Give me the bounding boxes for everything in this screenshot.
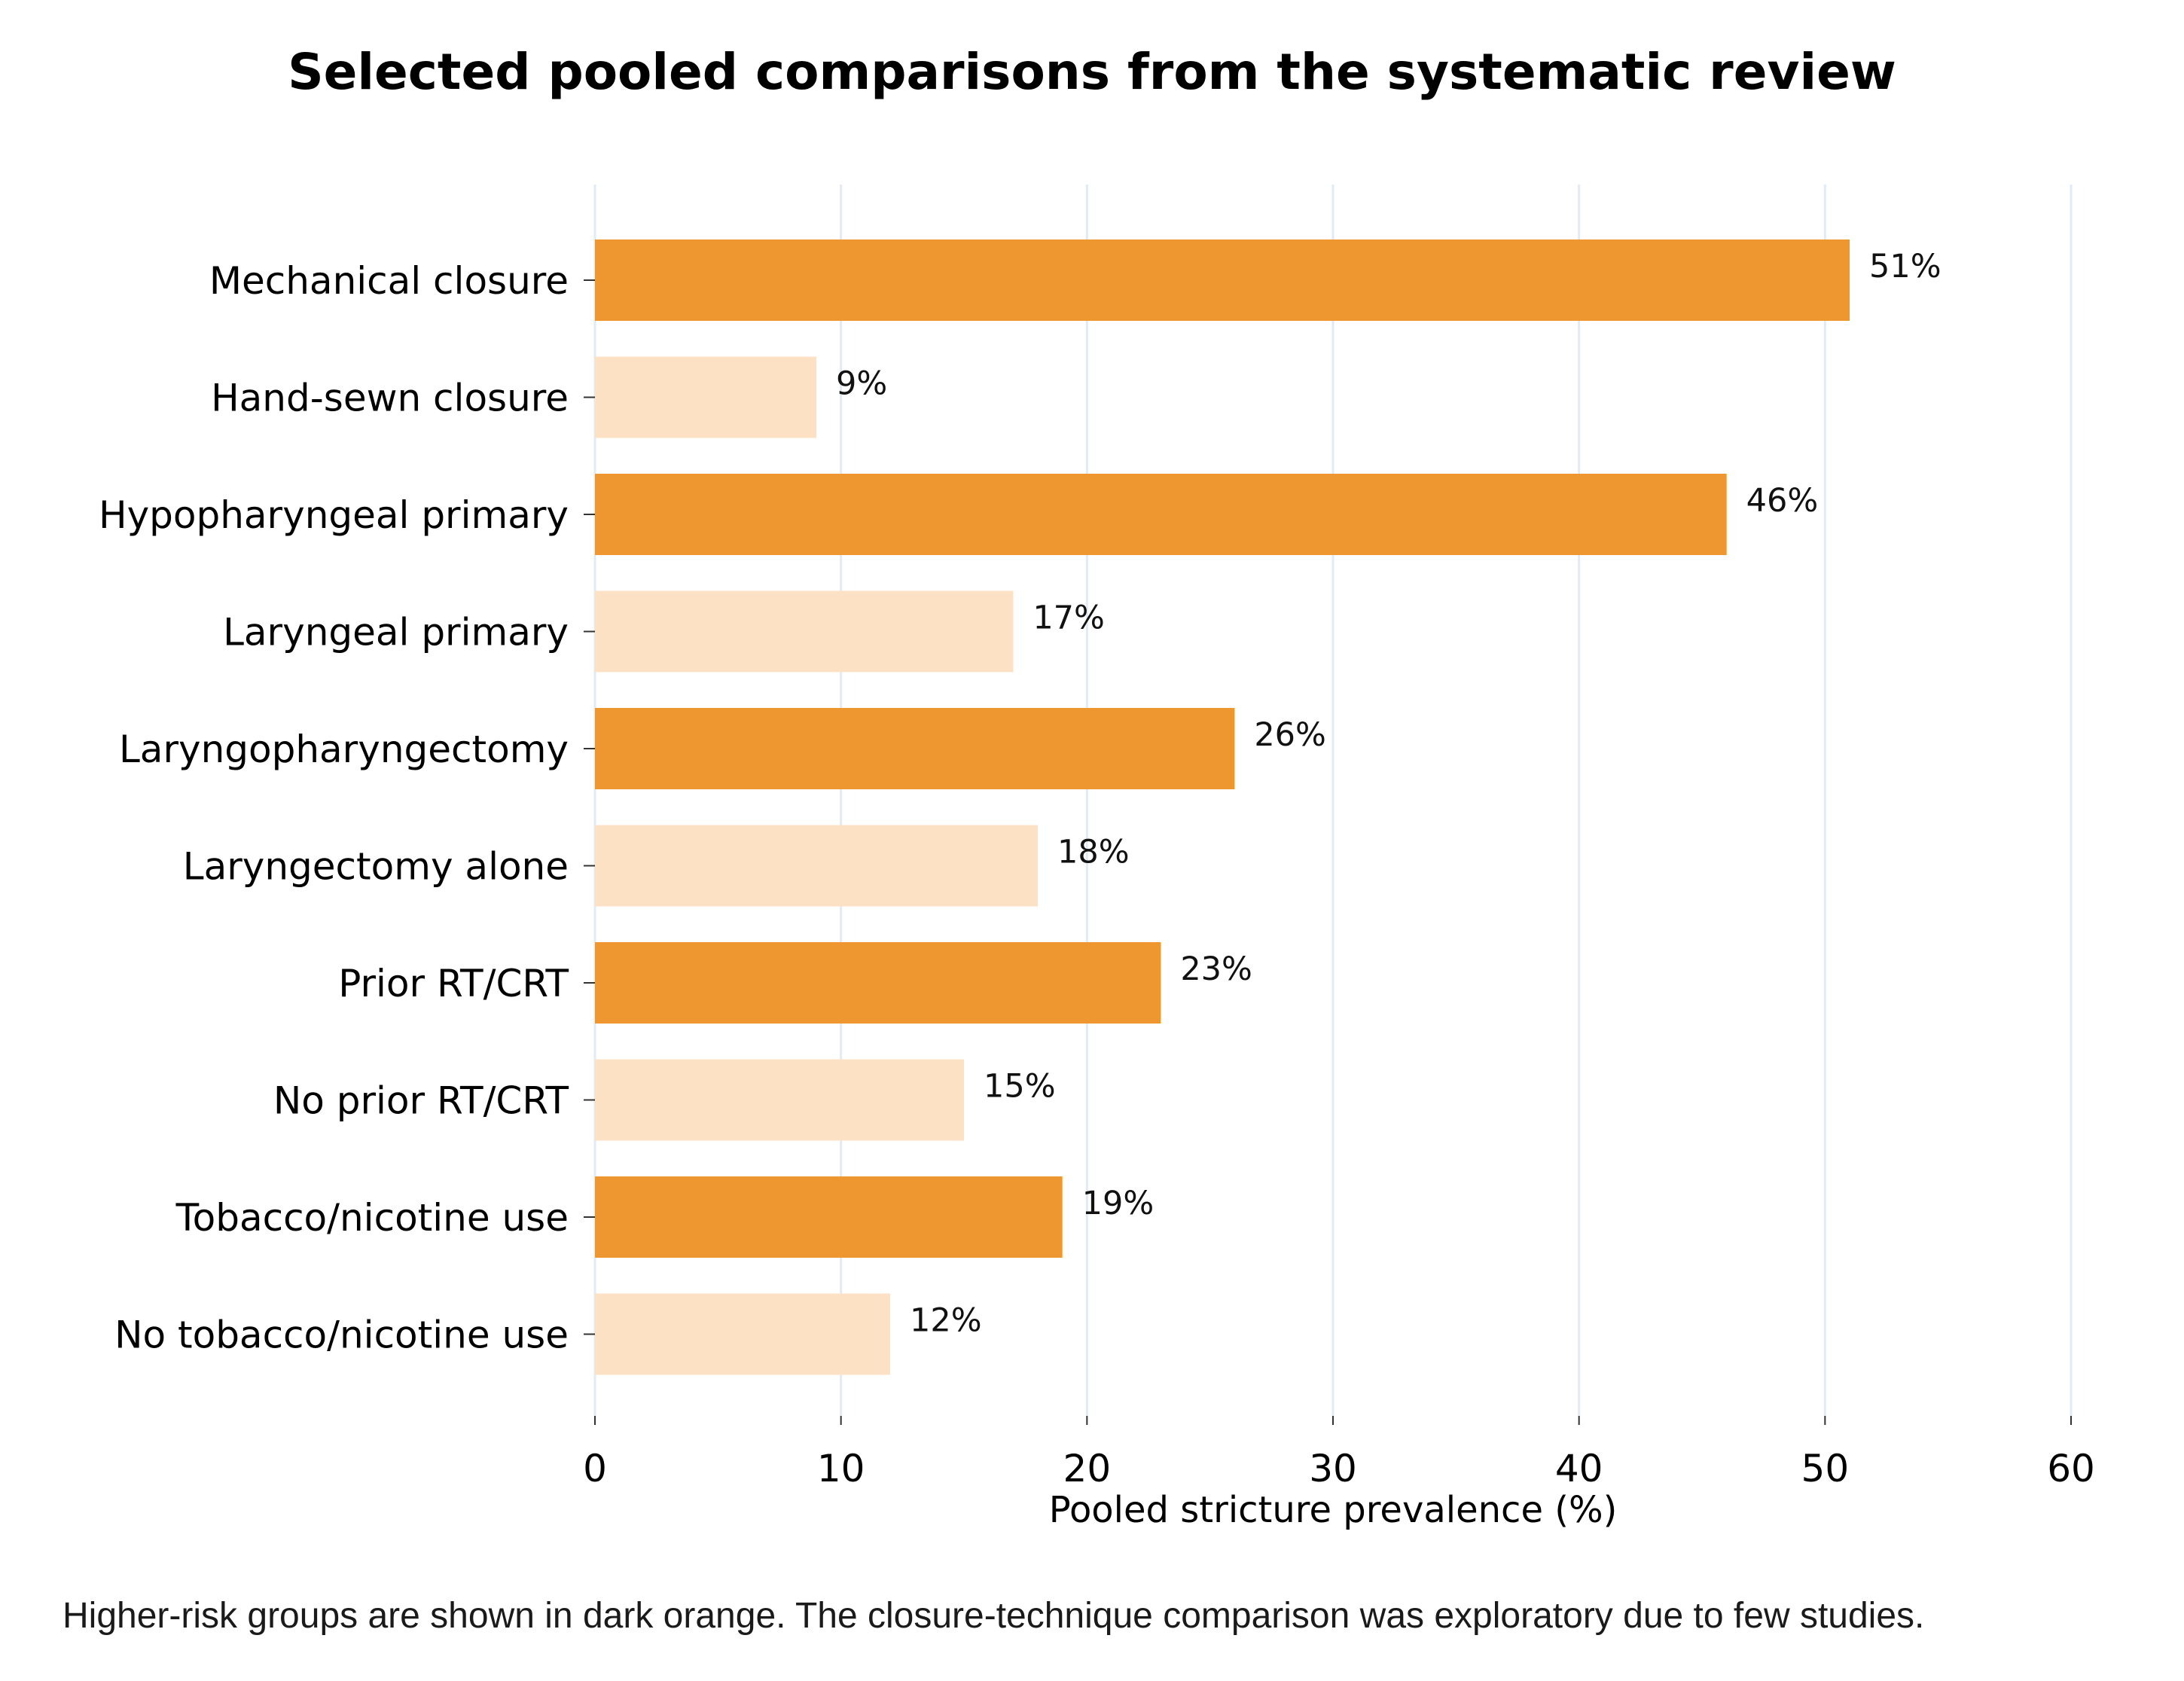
x-tick-label: 50 <box>1801 1447 1850 1490</box>
bar <box>595 356 816 438</box>
value-labels: 51% 9% 46% 17% 26% 18% 23% 15% 19% 12% <box>836 248 1942 1340</box>
value-label: 46% <box>1746 482 1819 520</box>
value-label: 9% <box>836 365 887 403</box>
category-label: Laryngectomy alone <box>183 845 569 889</box>
value-label: 15% <box>984 1068 1056 1106</box>
category-label: Mechanical closure <box>209 259 569 303</box>
bar <box>595 590 1014 673</box>
x-tick-label: 20 <box>1063 1447 1112 1490</box>
category-labels: Mechanical closure Hand-sewn closure Hypop… <box>99 259 595 1357</box>
x-axis-label: Pooled stricture prevalence (%) <box>1049 1489 1618 1531</box>
category-label: No tobacco/nicotine use <box>114 1313 569 1357</box>
value-label: 12% <box>910 1302 982 1340</box>
bar <box>595 239 1850 321</box>
x-tick-label: 40 <box>1555 1447 1603 1490</box>
category-label: Tobacco/nicotine use <box>175 1196 569 1240</box>
bar <box>595 1059 964 1141</box>
x-tick-label: 0 <box>583 1447 607 1490</box>
value-label: 18% <box>1057 834 1130 871</box>
bar <box>595 708 1235 789</box>
bar <box>595 942 1161 1024</box>
x-tick-label: 10 <box>817 1447 865 1490</box>
x-tick-label: 30 <box>1309 1447 1357 1490</box>
bar <box>595 474 1727 555</box>
grid-lines <box>593 185 2073 1416</box>
chart-title: Selected pooled comparisons from the sys… <box>288 43 1896 101</box>
x-axis: 0 10 20 30 40 50 60 <box>583 1416 2095 1490</box>
value-label: 51% <box>1869 248 1942 285</box>
x-tick-label: 60 <box>2047 1447 2095 1490</box>
bars <box>595 239 1850 1375</box>
bar <box>595 1293 890 1375</box>
value-label: 19% <box>1082 1185 1155 1222</box>
chart-caption: Higher-risk groups are shown in dark ora… <box>63 1596 1924 1636</box>
category-label: Prior RT/CRT <box>338 962 569 1005</box>
value-label: 23% <box>1180 950 1252 988</box>
category-label: Laryngeal primary <box>223 611 569 654</box>
category-label: No prior RT/CRT <box>273 1079 569 1123</box>
value-label: 26% <box>1254 716 1326 754</box>
category-label: Laryngopharyngectomy <box>119 728 569 771</box>
category-label: Hand-sewn closure <box>211 377 569 420</box>
bar <box>595 825 1038 907</box>
value-label: 17% <box>1033 599 1105 637</box>
bar <box>595 1176 1063 1258</box>
category-label: Hypopharyngeal primary <box>99 493 569 537</box>
